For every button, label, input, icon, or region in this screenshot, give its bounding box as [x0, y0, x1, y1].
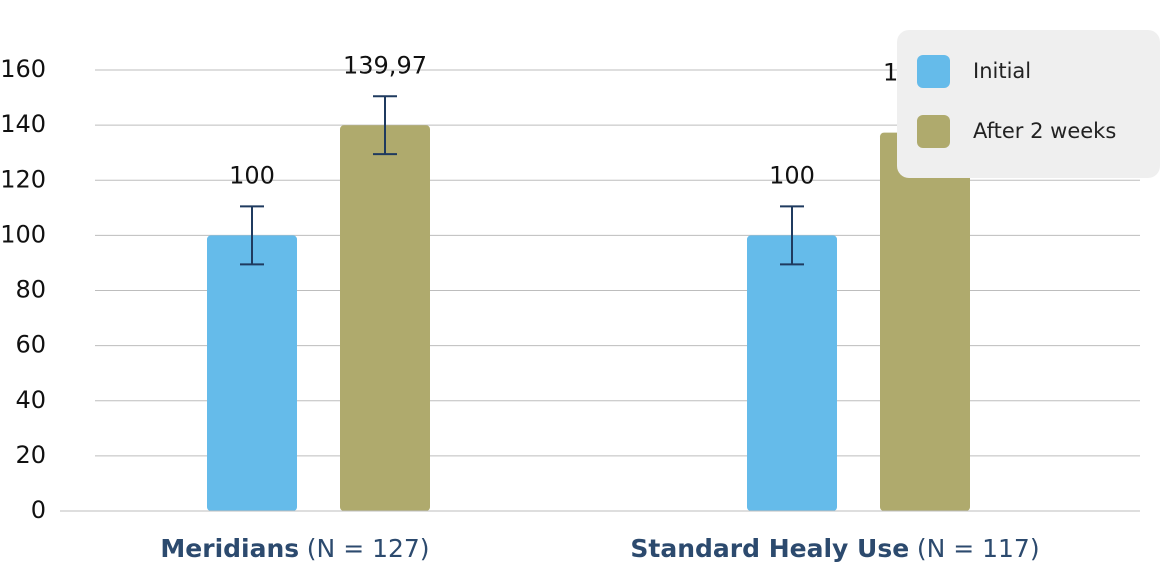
- legend: Initial After 2 weeks: [917, 55, 1116, 148]
- y-tick-label: 60: [15, 331, 46, 359]
- legend-box: [897, 30, 1160, 178]
- y-tick-label: 120: [0, 165, 46, 193]
- y-tick-label: 0: [31, 496, 46, 524]
- category-name: Meridians: [160, 534, 299, 563]
- legend-swatch: [917, 55, 950, 88]
- category-name: Standard Healy Use: [630, 534, 909, 563]
- x-tick-label: Standard Healy Use (N = 117): [630, 534, 1039, 563]
- error-bar: [240, 205, 264, 266]
- category-note: (N = 117): [917, 534, 1040, 563]
- bar: [747, 235, 837, 511]
- value-label: 100: [229, 161, 275, 189]
- error-bar: [780, 205, 804, 266]
- value-label: 100: [769, 161, 815, 189]
- legend-swatch: [917, 115, 950, 148]
- category-note: (N = 127): [307, 534, 430, 563]
- legend-label: After 2 weeks: [973, 119, 1116, 143]
- bar: [880, 132, 970, 511]
- legend-label: Initial: [973, 59, 1031, 83]
- bar: [207, 235, 297, 511]
- y-tick-label: 80: [15, 276, 46, 304]
- value-label: 139,97: [343, 51, 427, 79]
- y-tick-label: 40: [15, 386, 46, 414]
- y-tick-label: 100: [0, 220, 46, 248]
- y-tick-label: 140: [0, 110, 46, 138]
- y-tick-label: 160: [0, 55, 46, 83]
- bar: [340, 125, 430, 511]
- error-bar: [373, 95, 397, 156]
- x-tick-label: Meridians (N = 127): [160, 534, 429, 563]
- y-tick-label: 20: [15, 441, 46, 469]
